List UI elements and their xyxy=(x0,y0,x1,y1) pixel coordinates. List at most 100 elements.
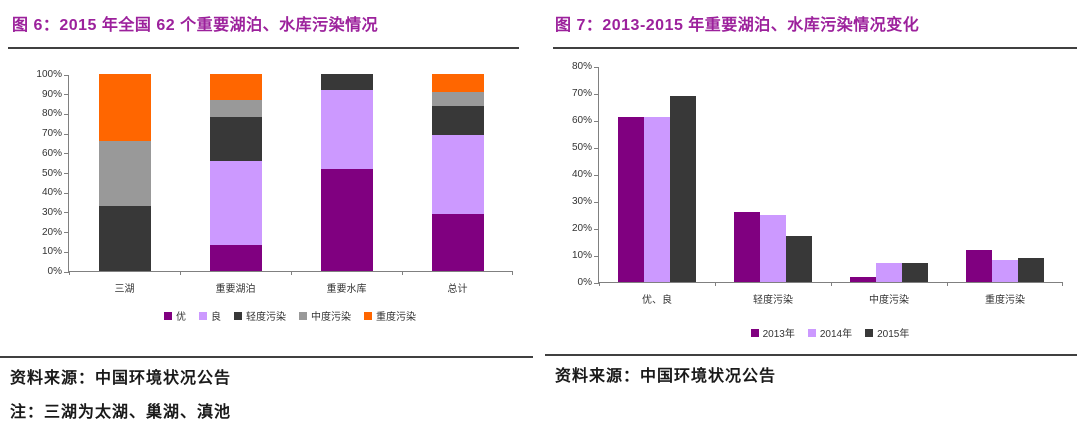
figure-7-source-rule xyxy=(545,354,1077,356)
stacked-bar-segment xyxy=(98,141,151,206)
stacked-bar-segment xyxy=(209,99,262,118)
grouped-bar xyxy=(786,236,812,282)
stacked-bar-segment xyxy=(431,105,484,136)
legend-item: 良 xyxy=(199,308,221,323)
y-axis-tick-mark xyxy=(64,173,69,174)
y-axis-tick-label: 70% xyxy=(571,88,592,99)
legend-swatch xyxy=(164,311,172,320)
y-axis-tick-label: 30% xyxy=(41,206,62,218)
legend-label: 重度污染 xyxy=(376,312,416,323)
x-axis-category-label: 轻度污染 xyxy=(753,295,793,306)
y-axis-tick-mark xyxy=(594,255,599,257)
y-axis-tick-mark xyxy=(594,174,599,176)
grouped-bar xyxy=(1018,257,1044,282)
y-axis-tick-label: 30% xyxy=(571,196,592,207)
x-axis-tick-mark xyxy=(291,271,292,275)
legend-label: 良 xyxy=(211,312,221,323)
legend-label: 2015年 xyxy=(877,329,910,340)
grouped-bar xyxy=(644,117,670,282)
x-axis-category-label: 重度污染 xyxy=(985,295,1025,306)
legend-item: 轻度污染 xyxy=(234,308,286,323)
legend-swatch xyxy=(299,311,307,320)
stacked-bar-segment xyxy=(98,74,151,141)
y-axis-tick-label: 40% xyxy=(571,169,592,180)
legend-swatch xyxy=(807,328,816,337)
y-axis-tick-mark xyxy=(594,93,599,95)
x-axis-tick-mark xyxy=(831,282,832,286)
x-axis-category-label: 三湖 xyxy=(114,284,135,295)
figure-7-chart-plot: 0% 10% 20% 30% 40% 50% 60% 70% 80% 优、良 轻度污染 中度污染 重度污… xyxy=(572,61,1063,306)
legend-swatch xyxy=(750,328,759,337)
legend-item: 中度污染 xyxy=(299,308,351,323)
x-axis-tick-mark xyxy=(512,271,513,275)
grouped-bar xyxy=(670,95,696,282)
stacked-bar-segment xyxy=(431,135,484,214)
stacked-bar-segment xyxy=(320,89,373,169)
legend-item: 2015年 xyxy=(865,325,909,340)
figure-7-title: 图 7：2013-2015 年重要湖泊、水库污染情况变化 xyxy=(555,17,920,34)
y-axis-tick-mark xyxy=(64,232,69,234)
stacked-bar-segment xyxy=(209,245,262,271)
stacked-bar-segment xyxy=(431,213,484,271)
y-axis-tick-label: 10% xyxy=(571,250,592,261)
x-axis-tick-mark xyxy=(402,271,403,275)
y-axis-tick-mark xyxy=(64,94,69,96)
y-axis-tick-label: 60% xyxy=(41,147,62,159)
stacked-bar-segment xyxy=(209,117,262,161)
y-axis-tick-label: 90% xyxy=(41,88,62,100)
y-axis-tick-label: 20% xyxy=(571,223,592,234)
y-axis-tick-label: 50% xyxy=(571,142,592,153)
y-axis-tick-label: 70% xyxy=(41,128,62,140)
legend-label: 中度污染 xyxy=(311,312,351,323)
y-axis-tick-mark xyxy=(594,120,599,122)
figure-7-legend: 2013年 2014年 2015年 xyxy=(598,325,1062,340)
grouped-bar xyxy=(992,260,1018,282)
legend-item: 2014年 xyxy=(807,325,853,340)
y-axis-tick-mark xyxy=(64,251,69,253)
legend-item: 重度污染 xyxy=(364,308,416,323)
x-axis-tick-mark xyxy=(947,282,948,286)
y-axis-tick-label: 0% xyxy=(577,277,592,288)
figure-6-title: 图 6：2015 年全国 62 个重要湖泊、水库污染情况 xyxy=(12,17,379,34)
x-axis-tick-mark xyxy=(69,271,70,275)
y-axis-tick-mark xyxy=(64,153,69,155)
y-axis-tick-mark xyxy=(64,74,69,76)
grouped-bar xyxy=(618,117,644,282)
grouped-bar xyxy=(760,214,786,282)
legend-label: 轻度污染 xyxy=(246,312,286,323)
figure-6-note: 注：三湖为太湖、巢湖、滇池 xyxy=(10,404,232,421)
figure-6-title-rule xyxy=(8,47,519,49)
y-axis-tick-mark xyxy=(594,66,599,68)
stacked-bar-segment xyxy=(209,160,262,246)
y-axis-tick-label: 50% xyxy=(41,167,62,179)
x-axis-category-label: 优、良 xyxy=(642,295,672,306)
legend-label: 2014年 xyxy=(819,329,853,340)
x-axis-category-label: 总计 xyxy=(447,284,468,295)
stacked-bar-segment xyxy=(98,206,151,271)
x-axis-category-label: 重要水库 xyxy=(326,284,367,295)
figure-6-panel: 图 6：2015 年全国 62 个重要湖泊、水库污染情况 0% 10% 20% 30%… xyxy=(0,17,533,421)
y-axis-tick-mark xyxy=(594,201,599,203)
y-axis-tick-label: 20% xyxy=(41,226,62,238)
y-axis-tick-mark xyxy=(64,271,69,273)
x-axis-tick-mark xyxy=(599,282,600,286)
legend-label: 优 xyxy=(176,312,186,323)
y-axis-tick-mark xyxy=(594,228,599,230)
legend-label: 2013年 xyxy=(762,329,795,340)
y-axis-tick-mark xyxy=(64,192,69,194)
legend-swatch xyxy=(364,311,372,320)
stacked-bar-segment xyxy=(320,168,373,271)
y-axis-tick-label: 40% xyxy=(41,187,62,199)
y-axis-tick-label: 80% xyxy=(41,108,62,120)
legend-item: 优 xyxy=(164,308,186,323)
stacked-bar-segment xyxy=(431,91,484,106)
figure-6-legend: 优 良 轻度污染 中度污染 重度污染 xyxy=(68,308,512,323)
grouped-bar xyxy=(902,263,928,282)
x-axis-tick-mark xyxy=(180,271,181,275)
stacked-bar-segment xyxy=(431,74,484,92)
y-axis-tick-label: 10% xyxy=(41,246,62,258)
figure-7-source-label: 资料来源：中国环境状况公告 xyxy=(555,368,777,385)
figure-6-chart-plot: 0% 10% 20% 30% 40% 50% 60% 70% 80% 90% 100% 三湖 重要湖泊 重… xyxy=(36,69,513,295)
legend-swatch xyxy=(199,311,207,320)
